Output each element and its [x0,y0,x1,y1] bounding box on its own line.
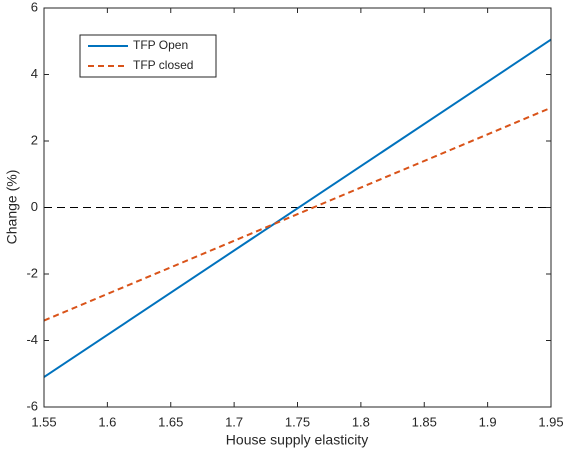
y-tick-label: -2 [26,265,38,280]
series-line [43,106,552,322]
legend-label: TFP closed [133,58,193,72]
x-tick-label: 1.95 [538,414,563,429]
x-tick-label: 1.65 [158,414,183,429]
series-line [43,38,552,378]
y-tick-label: -6 [26,398,38,413]
legend-box [79,34,217,78]
x-tick-label: 1.55 [31,414,56,429]
legend-label: TFP Open [133,38,188,52]
x-tick-label: 1.9 [479,414,497,429]
y-tick-label: 0 [31,199,38,214]
y-axis-label: Change (%) [4,170,20,245]
y-tick-label: -4 [26,332,38,347]
x-tick-label: 1.6 [98,414,116,429]
y-tick-label: 2 [31,132,38,147]
y-tick-label: 6 [31,0,38,14]
x-axis-label: House supply elasticity [226,432,368,448]
x-tick-label: 1.85 [412,414,437,429]
y-tick-label: 4 [31,66,38,81]
x-tick-label: 1.7 [225,414,243,429]
x-tick-label: 1.8 [352,414,370,429]
x-tick-label: 1.75 [285,414,310,429]
axes-box [43,7,552,408]
